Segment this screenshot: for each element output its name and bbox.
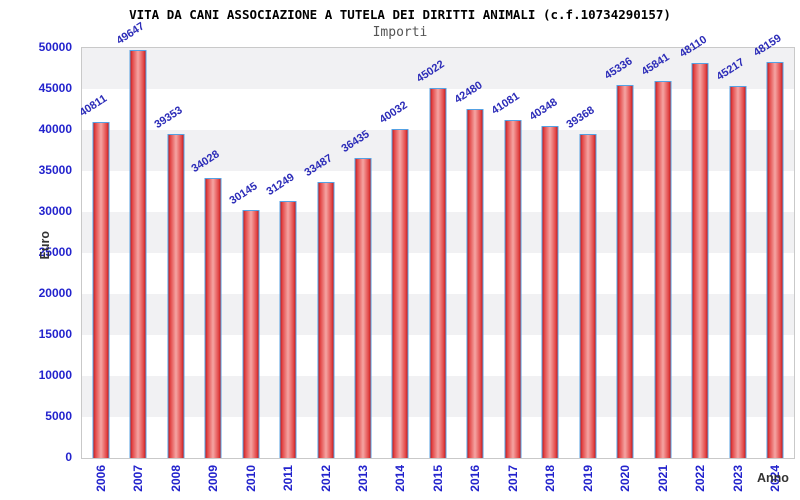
bar-2022	[691, 62, 709, 458]
y-axis-title: Euro	[38, 231, 52, 260]
bar-slot-2022: 48110 2022	[677, 33, 719, 492]
chart-title: VITA DA CANI ASSOCIAZIONE A TUTELA DEI D…	[129, 7, 671, 22]
bar-slot-2021: 45841 2021	[639, 48, 681, 491]
y-tick-30000: 30000	[38, 204, 72, 218]
bar-2007	[129, 49, 147, 458]
x-tick-2006: 2006	[93, 465, 108, 492]
y-tick-5000: 5000	[45, 409, 72, 423]
bars-row: 40811 2006 49647 2007 39353 2008 34028 2009 3014…	[77, 20, 794, 492]
x-axis-title: Anno	[757, 471, 789, 485]
bar-slot-2019: 39368 2019	[565, 48, 606, 491]
x-tick-2012: 2012	[318, 465, 333, 492]
y-tick-25000: 25000	[38, 245, 72, 259]
x-tick-2017: 2017	[505, 465, 520, 492]
bar-slot-2011: 31249 2011	[265, 48, 306, 491]
bar-slot-2015: 45022 2015	[415, 48, 456, 492]
bar-slot-2009: 34028 2009	[190, 48, 231, 491]
bar-slot-2013: 36435 2013	[340, 48, 381, 491]
bar-slot-2016: 42480 2016	[452, 48, 494, 492]
bar-slot-2023: 45217 2023	[714, 48, 756, 491]
bar-2012	[317, 182, 335, 458]
bar-value-label-2009: 34028	[189, 148, 223, 175]
x-tick-2013: 2013	[356, 465, 371, 492]
plot-area: 40811 2006 49647 2007 39353 2008 34028 2009 3014…	[77, 20, 795, 492]
x-tick-2022: 2022	[693, 465, 708, 492]
bar-2024	[766, 62, 784, 458]
bar-slot-2017: 41081 2017	[490, 48, 531, 491]
bar-2020	[616, 85, 634, 458]
bar-2017	[504, 120, 522, 458]
bar-value-label-2017: 41081	[489, 90, 522, 118]
bar-2013	[354, 158, 372, 458]
x-tick-2019: 2019	[580, 465, 595, 492]
y-tick-20000: 20000	[38, 286, 72, 300]
x-tick-2007: 2007	[131, 465, 146, 492]
bar-2015	[429, 87, 447, 458]
y-tick-40000: 40000	[38, 122, 72, 136]
bar-slot-2014: 40032 2014	[377, 48, 419, 492]
x-tick-2009: 2009	[206, 465, 221, 492]
bar-2010	[242, 209, 260, 458]
x-tick-2014: 2014	[393, 465, 408, 492]
x-tick-2016: 2016	[468, 465, 483, 492]
y-tick-10000: 10000	[38, 368, 72, 382]
y-tick-35000: 35000	[38, 163, 72, 177]
y-tick-0: 0	[65, 450, 72, 464]
x-tick-2020: 2020	[618, 465, 633, 492]
x-tick-2021: 2021	[655, 465, 670, 492]
bar-2016	[466, 108, 484, 458]
bar-value-label-2011: 31249	[264, 171, 298, 198]
bar-value-label-2016: 42480	[452, 78, 485, 106]
bar-value-label-2023: 45217	[714, 56, 747, 84]
bar-slot-2008: 39353 2008	[152, 48, 194, 492]
bar-value-label-2019: 39368	[564, 104, 597, 132]
bar-value-label-2013: 36435	[339, 128, 372, 156]
x-tick-2011: 2011	[281, 465, 296, 492]
bar-value-label-2014: 40032	[377, 98, 410, 126]
x-tick-2015: 2015	[430, 465, 445, 492]
x-tick-2010: 2010	[243, 465, 258, 492]
bar-value-label-2008: 39353	[152, 104, 185, 132]
bar-value-label-2018: 40348	[527, 96, 560, 124]
x-tick-2018: 2018	[543, 465, 558, 492]
bar-2023	[729, 86, 747, 458]
x-tick-2008: 2008	[168, 465, 183, 492]
bar-value-label-2020: 45336	[602, 55, 635, 83]
bar-value-label-2015: 45022	[414, 58, 447, 85]
y-tick-45000: 45000	[38, 81, 72, 95]
bar-value-label-2006: 40811	[77, 92, 110, 120]
bar-slot-2012: 33487 2012	[302, 48, 344, 492]
bar-2011	[279, 200, 297, 458]
bar-2009	[204, 178, 222, 458]
bar-value-label-2012: 33487	[302, 152, 335, 180]
bar-2021	[654, 81, 672, 458]
y-tick-15000: 15000	[38, 327, 72, 341]
bar-2008	[167, 134, 185, 458]
chart-subtitle: Importi	[372, 25, 428, 40]
bar-slot-2018: 40348 2018	[527, 48, 569, 491]
bar-slot-2020: 45336 2020	[602, 48, 644, 491]
bar-2014	[391, 128, 409, 458]
bar-slot-2010: 30145 2010	[227, 48, 269, 492]
bar-slot-2007: 49647 2007	[115, 20, 156, 492]
x-tick-2023: 2023	[730, 465, 745, 492]
bar-slot-2006: 40811 2006	[77, 48, 119, 492]
bar-slot-2024: 48159 2024	[752, 32, 793, 491]
y-tick-50000: 50000	[38, 40, 72, 54]
bar-2019	[579, 134, 597, 458]
bar-2006	[92, 122, 110, 458]
bar-2018	[541, 126, 559, 458]
bar-value-label-2021: 45841	[639, 51, 672, 79]
bar-value-label-2010: 30145	[227, 180, 260, 207]
